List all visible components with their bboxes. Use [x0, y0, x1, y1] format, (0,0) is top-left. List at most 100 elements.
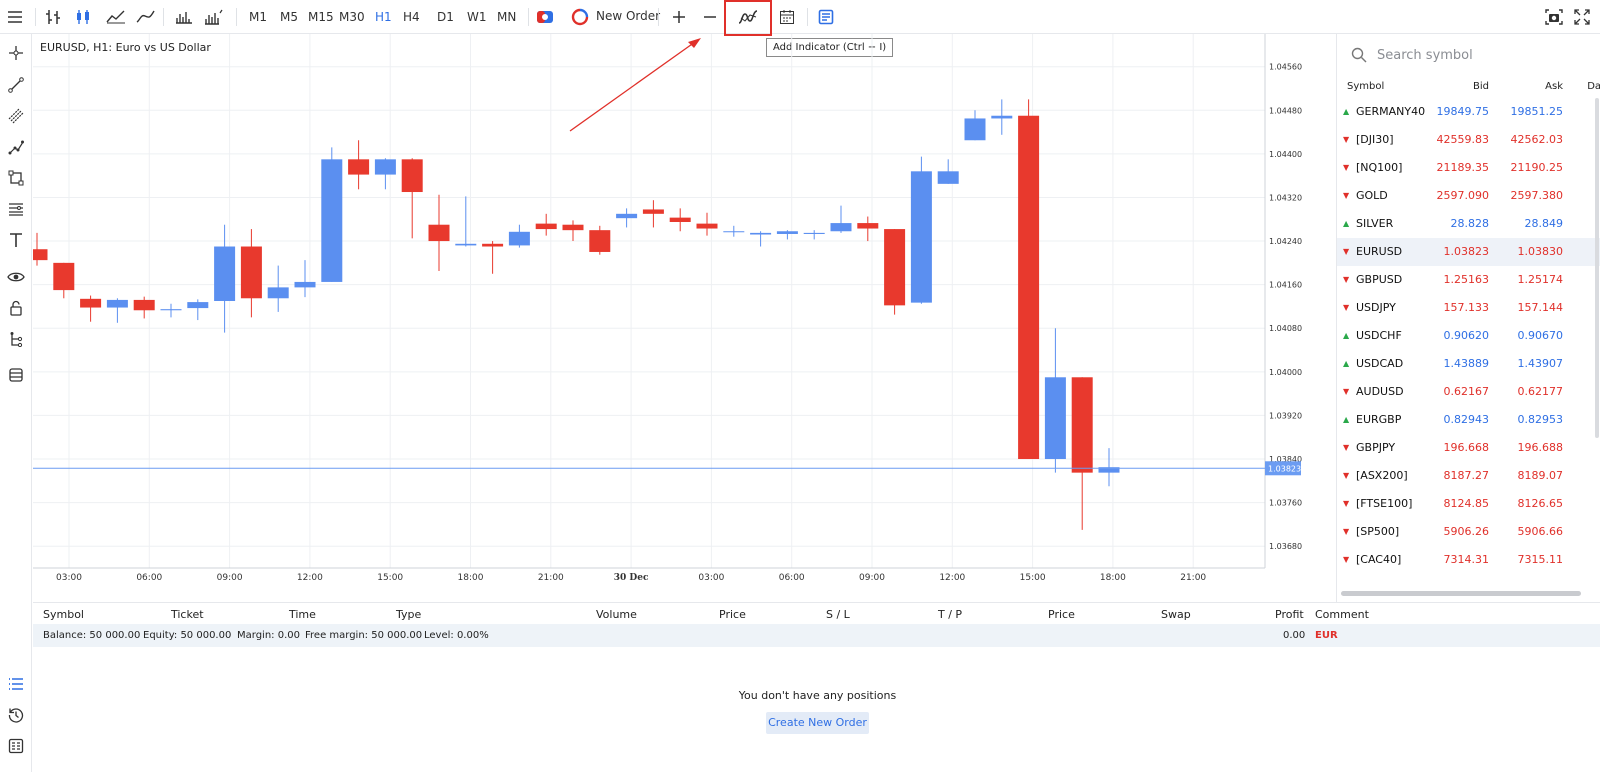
timeframe-h1[interactable]: H1 — [375, 10, 392, 24]
create-new-order-button[interactable]: Create New Order — [766, 712, 869, 734]
candle-body — [830, 223, 852, 232]
notes-icon[interactable] — [814, 5, 838, 29]
col-symbol[interactable]: Symbol — [43, 608, 84, 621]
col-time[interactable]: Time — [289, 608, 316, 621]
col-ticket[interactable]: Ticket — [171, 608, 204, 621]
candle-body — [750, 232, 772, 235]
bid-price: 1.03823 — [1443, 245, 1490, 258]
volume-bars-icon[interactable] — [202, 5, 226, 29]
channel-icon[interactable] — [4, 104, 28, 128]
layers-icon[interactable] — [4, 363, 28, 387]
timeframe-d1[interactable]: D1 — [437, 10, 454, 24]
col-current-price[interactable]: Price — [1048, 608, 1075, 621]
watchlist-scrollbar[interactable] — [1595, 98, 1599, 438]
col-type[interactable]: Type — [396, 608, 422, 621]
zoom-out-icon[interactable] — [698, 5, 722, 29]
x-tick-label: 15:00 — [377, 573, 403, 583]
zoom-in-icon[interactable] — [667, 5, 691, 29]
col-swap[interactable]: Swap — [1161, 608, 1191, 621]
candles-icon[interactable] — [71, 5, 95, 29]
ask-price: 1.03830 — [1517, 245, 1564, 258]
timeframe-m30[interactable]: M30 — [339, 10, 365, 24]
candlestick-chart[interactable]: 1.04560 1.04480 1.04400 1.04320 1.04240 1.041… — [33, 34, 1334, 602]
col-tp[interactable]: T / P — [938, 608, 963, 621]
line-chart-icon[interactable] — [104, 5, 128, 29]
symbol-search[interactable]: Search symbol — [1337, 34, 1600, 76]
screenshot-icon[interactable] — [1542, 5, 1566, 29]
bid-price: 8187.27 — [1443, 469, 1490, 482]
new-order-button[interactable]: New Order — [596, 9, 661, 23]
col-comment[interactable]: Comment — [1315, 608, 1369, 621]
history-icon[interactable] — [4, 703, 28, 727]
watchlist-row[interactable]: ▼ [SP500] 5906.26 5906.66 -1.16 — [1337, 518, 1600, 546]
fibonacci-icon[interactable] — [4, 197, 28, 221]
positions-list-icon[interactable] — [4, 672, 28, 696]
col-sl[interactable]: S / L — [826, 608, 850, 621]
watchlist-horizontal-scrollbar[interactable] — [1341, 591, 1581, 596]
timeframe-h4[interactable]: H4 — [403, 10, 420, 24]
col-profit[interactable]: Profit — [1275, 608, 1304, 621]
col-volume[interactable]: Volume — [596, 608, 637, 621]
y-tick-label: 1.04240 — [1269, 237, 1302, 246]
watchlist-row[interactable]: ▼ [ASX200] 8187.27 8189.07 -0.51 — [1337, 462, 1600, 490]
symbol-name: USDCHF — [1356, 329, 1402, 342]
menu-icon[interactable] — [3, 5, 27, 29]
shape-icon[interactable] — [4, 166, 28, 190]
bid-price: 196.668 — [1443, 441, 1490, 454]
search-input[interactable]: Search symbol — [1377, 47, 1473, 63]
area-chart-icon[interactable] — [134, 5, 158, 29]
add-indicator-highlight — [724, 0, 772, 36]
candle-body — [857, 223, 879, 229]
one-click-trading-icon[interactable] — [533, 5, 557, 29]
journal-icon[interactable] — [4, 734, 28, 758]
eye-icon[interactable] — [4, 265, 28, 289]
timeframe-m1[interactable]: M1 — [249, 10, 267, 24]
symbol-name: [DJI30] — [1356, 133, 1394, 146]
column-ask[interactable]: Ask — [1545, 81, 1563, 92]
fullscreen-icon[interactable] — [1570, 5, 1594, 29]
ask-price: 196.688 — [1517, 441, 1564, 454]
new-order-icon[interactable] — [568, 5, 592, 29]
bar-chart-icon[interactable] — [41, 5, 65, 29]
watchlist-row[interactable]: ▼ [CAC40] 7314.31 7315.11 -0.5 — [1337, 546, 1600, 574]
indicators-icon[interactable] — [736, 5, 760, 29]
bid-price: 2597.090 — [1436, 189, 1490, 202]
text-icon[interactable] — [4, 228, 28, 252]
polyline-icon[interactable] — [4, 135, 28, 159]
daily-change: -0.5 — [1569, 546, 1600, 574]
timeframe-m15[interactable]: M15 — [308, 10, 334, 24]
col-price[interactable]: Price — [719, 608, 746, 621]
column-symbol[interactable]: Symbol — [1347, 81, 1385, 92]
watchlist-row[interactable]: ▼ [FTSE100] 8124.85 8126.65 -0.1 — [1337, 490, 1600, 518]
pointer-arrow-head — [688, 38, 701, 48]
timeframe-w1[interactable]: W1 — [467, 10, 487, 24]
watchlist-row[interactable]: ▼ GBPJPY 196.668 196.688 -0.83 — [1337, 434, 1600, 462]
calendar-icon[interactable] — [775, 5, 799, 29]
y-tick-label: 1.04080 — [1269, 324, 1302, 333]
ask-price: 28.849 — [1524, 217, 1564, 230]
column-bid[interactable]: Bid — [1473, 81, 1489, 92]
arrow-down-icon: ▼ — [1343, 135, 1350, 144]
candle-body — [106, 299, 128, 308]
lock-icon[interactable] — [4, 296, 28, 320]
price-chart[interactable]: 1.04560 1.04480 1.04400 1.04320 1.04240 1.041… — [33, 34, 1334, 602]
tree-icon[interactable] — [4, 327, 28, 351]
timeframe-mn[interactable]: MN — [497, 10, 517, 24]
column-daily-change[interactable]: Daily Ch — [1587, 81, 1600, 92]
volume-icon[interactable] — [172, 5, 196, 29]
timeframe-m5[interactable]: M5 — [280, 10, 298, 24]
trendline-icon[interactable] — [4, 73, 28, 97]
crosshair-icon[interactable] — [4, 41, 28, 65]
